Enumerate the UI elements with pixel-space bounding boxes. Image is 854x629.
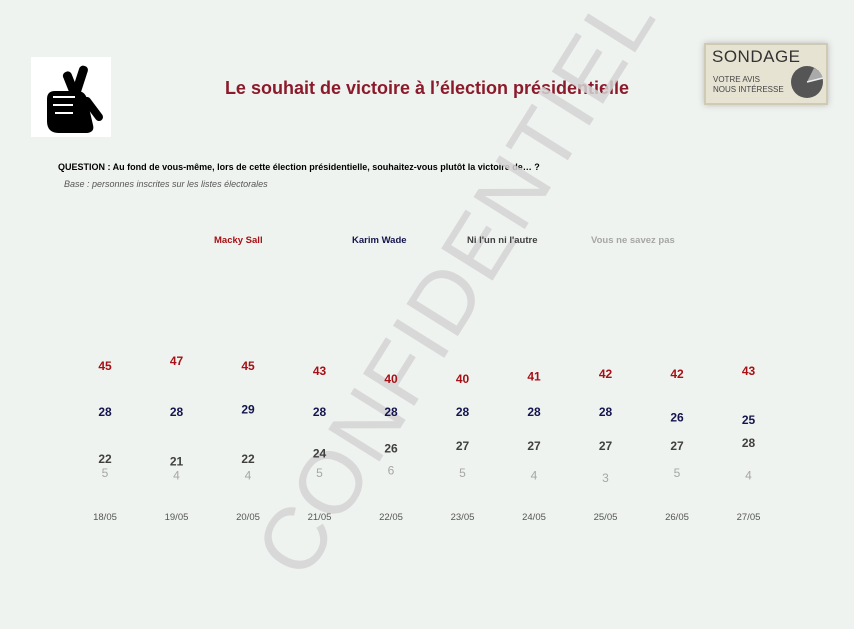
data-label: 25 [742, 413, 756, 427]
logo-text: SONDAGE [712, 47, 801, 66]
pie-icon [791, 66, 824, 98]
data-label: 4 [531, 469, 538, 483]
x-tick-label: 20/05 [236, 512, 260, 523]
data-label: 45 [241, 359, 255, 373]
x-tick-label: 26/05 [665, 512, 689, 523]
data-label: 28 [456, 405, 470, 419]
data-label: 28 [599, 405, 613, 419]
legend-vous-ne-savez-pas: Vous ne savez pas [591, 235, 675, 246]
data-label: 41 [527, 369, 541, 383]
data-label: 28 [527, 405, 541, 419]
x-tick-label: 18/05 [93, 512, 117, 523]
page-title: Le souhait de victoire à l’élection prés… [224, 78, 630, 98]
legend-karim-wade: Karim Wade [352, 235, 407, 246]
x-tick-label: 27/05 [737, 512, 761, 523]
data-label: 26 [384, 441, 398, 455]
x-tick-label: 25/05 [594, 512, 618, 523]
data-label: 28 [384, 405, 398, 419]
data-label: 42 [599, 367, 613, 381]
data-label: 27 [527, 439, 541, 453]
data-label: 40 [456, 372, 470, 386]
legend-ni-lun-ni-lautre: Ni l'un ni l'autre [467, 235, 538, 246]
data-label: 4 [173, 469, 180, 483]
data-label: 43 [313, 364, 327, 378]
data-label: 45 [98, 359, 112, 373]
data-label: 3 [602, 471, 609, 485]
base-text: Base : personnes inscrites sur les liste… [64, 179, 268, 189]
data-label: 28 [98, 405, 112, 419]
x-tick-label: 21/05 [308, 512, 332, 523]
data-label: 5 [316, 466, 323, 480]
x-tick-label: 22/05 [379, 512, 403, 523]
x-tick-label: 23/05 [451, 512, 475, 523]
logo-tagline: VOTRE AVIS NOUS INTÉRESSE [713, 75, 784, 94]
question-text: QUESTION : Au fond de vous-même, lors de… [58, 162, 540, 172]
data-label: 29 [241, 403, 255, 417]
data-label: 5 [674, 466, 681, 480]
data-label: 6 [388, 463, 395, 477]
crossed-fingers-icon [31, 57, 111, 137]
data-label: 28 [170, 405, 184, 419]
sondage-logo: SONDAGE VOTRE AVIS NOUS INTÉRESSE [704, 43, 828, 105]
data-label: 21 [170, 454, 184, 468]
data-label: 28 [313, 405, 327, 419]
data-label: 40 [384, 372, 398, 386]
x-tick-label: 19/05 [165, 512, 189, 523]
data-label: 26 [670, 410, 684, 424]
data-label: 28 [742, 436, 756, 450]
data-label: 27 [670, 439, 684, 453]
data-label: 5 [102, 466, 109, 480]
data-label: 22 [98, 452, 112, 466]
data-label: 24 [313, 447, 327, 461]
data-label: 4 [745, 469, 752, 483]
data-label: 22 [241, 452, 255, 466]
data-label: 5 [459, 466, 466, 480]
data-label: 27 [456, 439, 470, 453]
x-tick-label: 24/05 [522, 512, 546, 523]
data-label: 43 [742, 364, 756, 378]
data-label: 27 [599, 439, 613, 453]
data-label: 4 [245, 469, 252, 483]
data-label: 42 [670, 367, 684, 381]
legend-macky-sall: Macky Sall [214, 235, 263, 246]
data-label: 47 [170, 354, 184, 368]
